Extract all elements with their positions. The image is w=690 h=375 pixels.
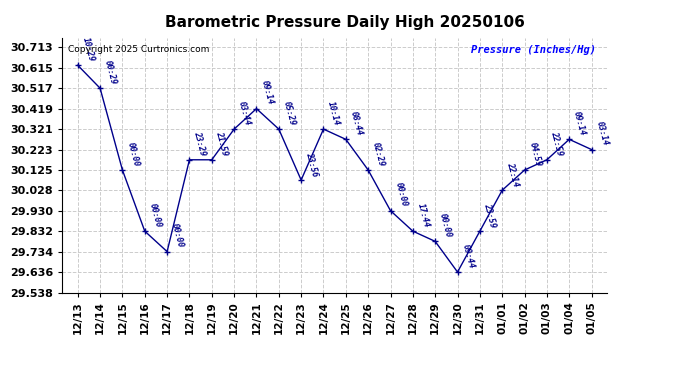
Text: 00:00: 00:00 <box>393 182 408 208</box>
Text: 22:14: 22:14 <box>505 161 520 188</box>
Text: 09:44: 09:44 <box>460 243 475 269</box>
Text: 10:14: 10:14 <box>326 100 342 126</box>
Text: 17:44: 17:44 <box>415 202 431 228</box>
Text: 05:29: 05:29 <box>282 100 297 126</box>
Text: 10:29: 10:29 <box>81 36 96 63</box>
Text: Pressure (Inches/Hg): Pressure (Inches/Hg) <box>471 45 596 55</box>
Text: Copyright 2025 Curtronics.com: Copyright 2025 Curtronics.com <box>68 45 209 54</box>
Text: 09:14: 09:14 <box>572 110 587 136</box>
Text: 23:56: 23:56 <box>304 151 319 177</box>
Text: 04:59: 04:59 <box>527 141 542 167</box>
Text: Barometric Pressure Daily High 20250106: Barometric Pressure Daily High 20250106 <box>165 15 525 30</box>
Text: 09:14: 09:14 <box>259 80 275 106</box>
Text: 21:59: 21:59 <box>215 130 230 157</box>
Text: 00:29: 00:29 <box>103 59 118 86</box>
Text: 03:14: 03:14 <box>594 120 609 147</box>
Text: 22:59: 22:59 <box>550 130 565 157</box>
Text: 03:44: 03:44 <box>237 100 252 126</box>
Text: 00:00: 00:00 <box>125 141 140 167</box>
Text: 00:00: 00:00 <box>438 212 453 238</box>
Text: 00:00: 00:00 <box>148 202 163 228</box>
Text: 23:59: 23:59 <box>482 202 497 228</box>
Text: 00:00: 00:00 <box>170 222 185 249</box>
Text: 02:29: 02:29 <box>371 141 386 167</box>
Text: 23:29: 23:29 <box>193 130 208 157</box>
Text: 08:44: 08:44 <box>348 110 364 136</box>
